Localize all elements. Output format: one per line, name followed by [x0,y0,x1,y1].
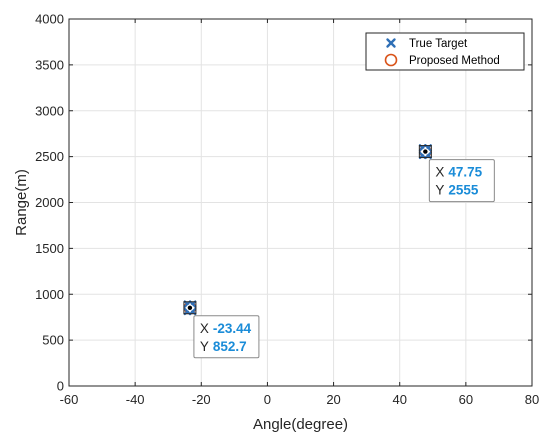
y-tick-label: 4000 [35,12,64,27]
x-tick-label: 0 [264,392,271,407]
legend-entry-true-target: True Target [386,38,468,50]
x-tick-label: -40 [126,392,145,407]
data-tip-y-label: Y [435,183,444,198]
data-tip-box [428,159,495,203]
data-tip-dot [187,305,193,310]
data-tips: X -23.44 Y 852.7 X 47.75 Y 2555 [183,145,495,359]
x-tick-label: 60 [459,392,473,407]
legend-circle-marker-icon [384,53,398,67]
x-axis-label: Angle(degree) [253,416,348,433]
legend-label: Proposed Method [409,55,500,67]
y-tick-label: 3000 [35,103,64,118]
y-tick-label: 0 [57,379,64,394]
y-tick-label: 3500 [35,57,64,72]
x-tick-labels: -60 -40 -20 0 20 40 60 80 [60,392,540,407]
data-tip-dot [423,149,428,154]
data-tip-y-label: Y [200,339,209,354]
legend-x-marker-icon [386,38,396,48]
data-tip-box [193,315,260,359]
y-tick-label: 2500 [35,149,64,164]
legend-entries: True Target Proposed Method [384,38,500,67]
data-tip-x-value: -23.44 [213,321,252,336]
data-tip-highlight-box [418,145,432,159]
y-tick-labels: 0 500 1000 1500 2000 2500 3000 3500 4000 [35,12,64,394]
x-tick-label: -60 [60,392,79,407]
data-tip-x-label: X [435,165,444,180]
x-tick-label: 80 [525,392,539,407]
legend-label: True Target [409,38,468,50]
data-tip-x-value: 47.75 [448,165,482,180]
y-tick-label: 2000 [35,195,64,210]
y-axis-label: Range(m) [13,169,30,236]
axis-ticks [68,18,533,387]
legend-box [365,32,525,71]
legend: True Target Proposed Method [365,32,525,71]
data-tip-y-value: 2555 [448,183,479,198]
data-tip[interactable]: X -23.44 Y 852.7 [183,301,260,359]
y-tick-label: 500 [42,333,64,348]
data-tip-y-value: 852.7 [213,339,247,354]
data-tip[interactable]: X 47.75 Y 2555 [418,145,495,203]
x-tick-label: 20 [326,392,340,407]
y-tick-label: 1000 [35,287,64,302]
data-tip-x-label: X [200,321,209,336]
x-tick-label: 40 [392,392,406,407]
x-tick-label: -20 [192,392,211,407]
data-tip-highlight-box [183,301,197,315]
legend-entry-proposed-method: Proposed Method [384,53,500,67]
y-tick-label: 1500 [35,241,64,256]
